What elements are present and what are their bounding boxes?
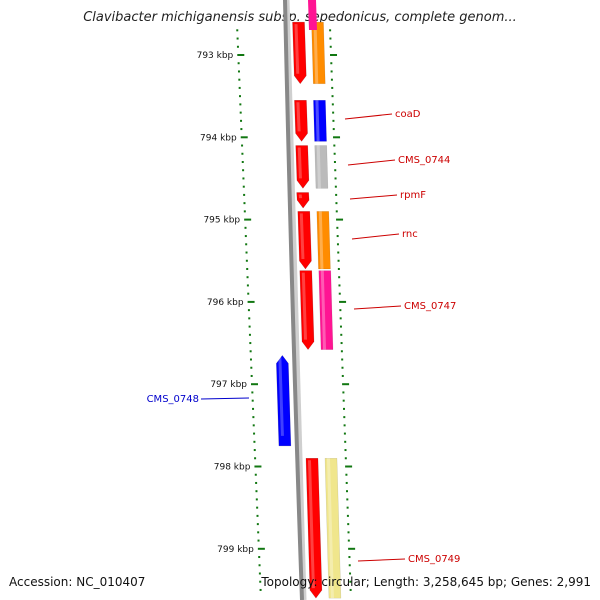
label-leader bbox=[353, 305, 402, 310]
gene-cms-0749 bbox=[305, 458, 342, 599]
label-layer: coaD CMS_0744 rpmF rnc CMS_0747 CMS_0748 CMS_0… bbox=[147, 109, 461, 565]
cog-bar bbox=[318, 270, 334, 350]
gene-highlight bbox=[297, 147, 302, 179]
gene-label-cms-0744: CMS_0744 bbox=[347, 155, 450, 166]
topology-text: Topology: circular; Length: 3,258,645 bp… bbox=[261, 575, 591, 589]
backbone-layer bbox=[283, 0, 307, 600]
map-title: Clavibacter michiganensis subsp. sepedon… bbox=[83, 10, 517, 25]
label-leader bbox=[351, 233, 400, 240]
backbone-shadow bbox=[284, 0, 307, 600]
cog-bar bbox=[313, 100, 327, 142]
axis-tick-label: 799 kbp bbox=[217, 545, 254, 555]
gene-coad bbox=[294, 100, 327, 142]
cog-bar bbox=[316, 211, 331, 270]
label-leader bbox=[357, 558, 406, 562]
cog-bar bbox=[324, 458, 342, 599]
gene-arrow bbox=[297, 211, 312, 270]
label-text: rnc bbox=[402, 229, 418, 240]
cog-highlight bbox=[315, 100, 320, 142]
gene-arrow bbox=[276, 354, 292, 447]
axis-tick-label: 794 kbp bbox=[200, 133, 237, 143]
gene-rpmf bbox=[296, 192, 310, 209]
label-text: rpmF bbox=[400, 190, 426, 201]
gene-highlight bbox=[298, 194, 303, 199]
gene-cms-0748 bbox=[276, 354, 292, 447]
gene-label-cms-0747: CMS_0747 bbox=[353, 301, 456, 312]
gene-highlight bbox=[301, 272, 308, 340]
gene-arrow bbox=[305, 458, 323, 599]
gene-label-coad: coaD bbox=[344, 109, 421, 120]
label-text: CMS_0748 bbox=[147, 394, 199, 405]
label-text: CMS_0747 bbox=[404, 301, 456, 312]
gene-highlight bbox=[296, 102, 301, 132]
gene-label-rpmf: rpmF bbox=[349, 190, 426, 201]
gene-label-cms-0748: CMS_0748 bbox=[147, 394, 250, 405]
axis-tick-label: 793 kbp bbox=[197, 51, 234, 61]
label-leader bbox=[347, 159, 396, 166]
label-text: CMS_0749 bbox=[408, 554, 460, 565]
label-leader bbox=[200, 397, 250, 400]
label-text: CMS_0744 bbox=[398, 155, 450, 166]
gene-arrow bbox=[299, 270, 315, 351]
cog-highlight bbox=[316, 145, 321, 189]
cog-bar bbox=[314, 145, 329, 189]
gene-arrow bbox=[296, 192, 310, 209]
axis-tick-label: 798 kbp bbox=[214, 463, 251, 473]
gene-label-cms-0749: CMS_0749 bbox=[357, 554, 460, 565]
gene-label-rnc: rnc bbox=[351, 229, 418, 240]
gene-arrow bbox=[294, 100, 308, 142]
label-leader bbox=[344, 113, 393, 120]
cog-highlight bbox=[326, 458, 334, 599]
accession-text: Accession: NC_010407 bbox=[9, 575, 146, 589]
tick-layer: 793 kbp 794 kbp 795 kbp 796 kbp 797 kbp 798 k… bbox=[197, 29, 356, 591]
axis-tick-label: 797 kbp bbox=[210, 380, 247, 390]
cog-highlight bbox=[320, 270, 327, 350]
gene-arrow bbox=[292, 21, 307, 85]
gene-cms-0747 bbox=[299, 270, 334, 351]
gene-highlight bbox=[294, 24, 300, 74]
label-leader bbox=[349, 194, 398, 200]
axis-tick-label: 795 kbp bbox=[203, 216, 240, 226]
gene-highlight bbox=[278, 357, 284, 436]
cog-bar bbox=[311, 21, 326, 85]
cog-strip bbox=[308, 0, 317, 30]
gene-unnamed bbox=[292, 21, 326, 85]
gene-highlight bbox=[307, 460, 315, 589]
cog-highlight bbox=[313, 22, 319, 84]
label-text: coaD bbox=[395, 109, 421, 120]
gene-rnc bbox=[297, 211, 331, 270]
backbone-line bbox=[283, 0, 304, 600]
gene-highlight bbox=[299, 213, 305, 259]
gene-arrow bbox=[295, 145, 310, 189]
axis-tick-label: 796 kbp bbox=[207, 298, 244, 308]
gene-cms-0744 bbox=[295, 145, 329, 189]
gene-layer bbox=[276, 0, 342, 599]
cog-highlight bbox=[318, 211, 324, 269]
